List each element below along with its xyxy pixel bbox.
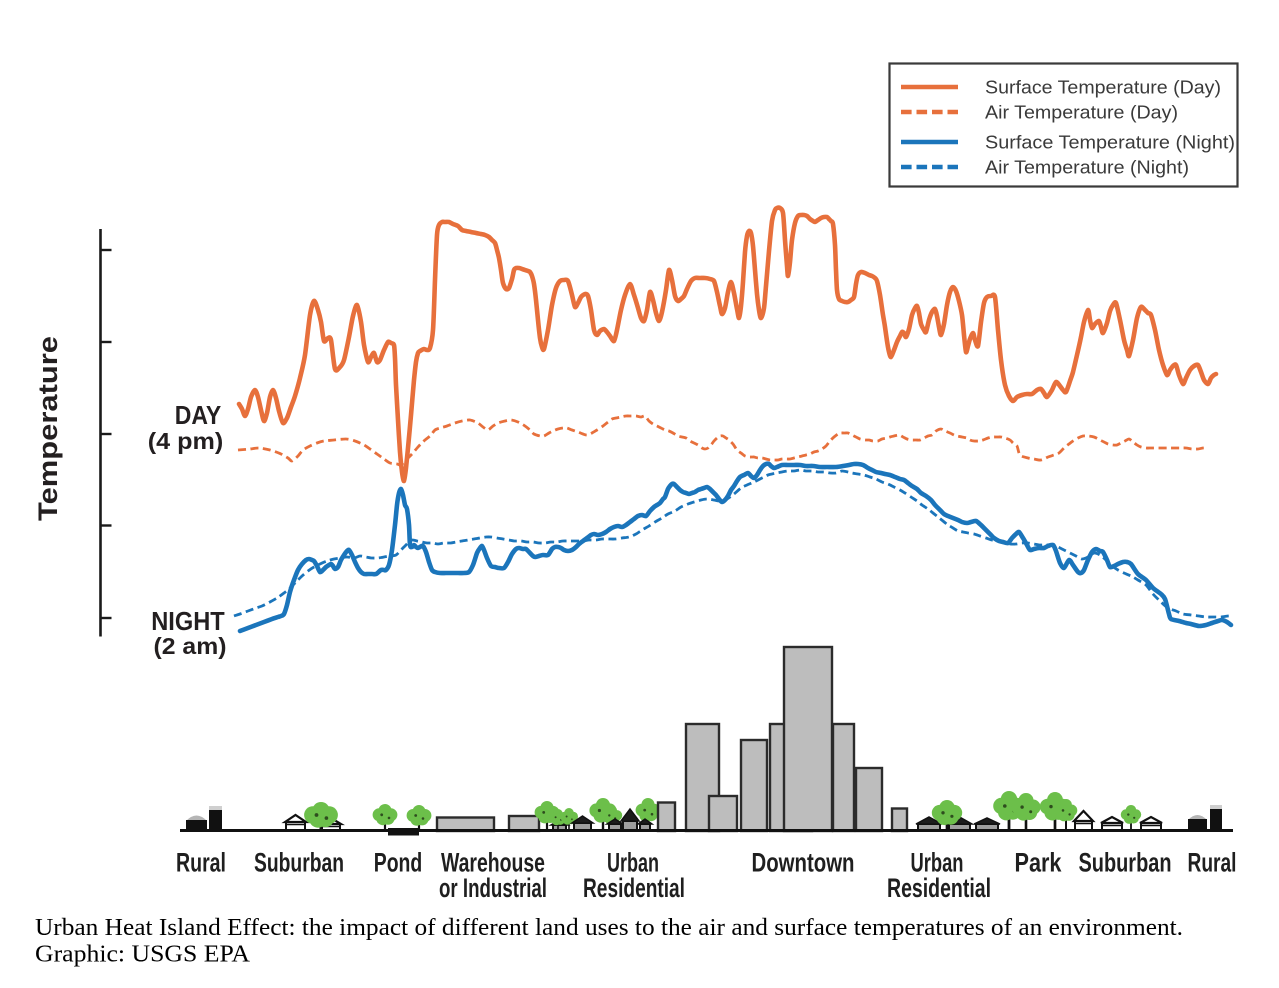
svg-text:Rural: Rural <box>1188 848 1237 878</box>
svg-text:Urban: Urban <box>911 848 964 878</box>
svg-text:Urban Heat Island Effect: the: Urban Heat Island Effect: the impact of … <box>35 914 1183 941</box>
svg-text:Suburban: Suburban <box>254 848 344 878</box>
svg-text:Residential: Residential <box>583 873 685 903</box>
svg-text:(4 pm): (4 pm) <box>148 428 224 454</box>
svg-text:Urban: Urban <box>607 848 659 878</box>
svg-text:Warehouse: Warehouse <box>441 848 545 878</box>
svg-text:Graphic: USGS EPA: Graphic: USGS EPA <box>35 941 250 968</box>
svg-text:Surface Temperature (Night): Surface Temperature (Night) <box>985 133 1235 153</box>
svg-text:Suburban: Suburban <box>1079 848 1172 878</box>
svg-text:Temperature: Temperature <box>33 336 63 521</box>
svg-text:Park: Park <box>1015 848 1063 878</box>
svg-text:Downtown: Downtown <box>752 848 855 878</box>
svg-text:Surface Temperature (Day): Surface Temperature (Day) <box>985 78 1221 98</box>
svg-text:NIGHT: NIGHT <box>151 606 225 636</box>
svg-text:Air Temperature (Night): Air Temperature (Night) <box>985 158 1189 178</box>
svg-text:(2 am): (2 am) <box>154 633 227 659</box>
svg-text:Residential: Residential <box>887 873 991 903</box>
svg-text:DAY: DAY <box>175 400 222 430</box>
svg-text:Pond: Pond <box>374 848 423 878</box>
svg-text:or Industrial: or Industrial <box>439 873 547 903</box>
svg-text:Rural: Rural <box>176 848 226 878</box>
svg-text:Air Temperature (Day): Air Temperature (Day) <box>985 103 1178 123</box>
